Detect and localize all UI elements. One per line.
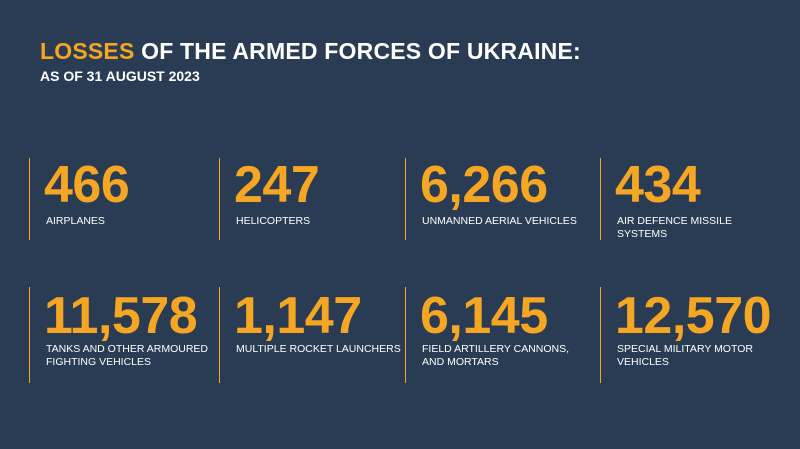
stat-tanks: 11,578 TANKS AND OTHER ARMOURED FIGHTING…	[29, 287, 209, 383]
stat-label-line1: UNMANNED AERIAL VEHICLES	[422, 215, 577, 227]
page-title: LOSSES OF THE ARMED FORCES OF UKRAINE:	[40, 38, 581, 65]
stat-label-line1: TANKS AND OTHER ARMOURED	[46, 343, 208, 355]
stat-value: 6,145	[420, 287, 548, 345]
stat-mlrs: 1,147 MULTIPLE ROCKET LAUNCHERS	[219, 287, 401, 383]
stat-label-line2: SYSTEMS	[617, 228, 668, 240]
stat-helicopters: 247 HELICOPTERS	[219, 158, 399, 240]
stat-label: UNMANNED AERIAL VEHICLES	[422, 215, 577, 228]
stat-label: AIR DEFENCE MISSILE SYSTEMS	[617, 215, 732, 241]
stat-air-defence: 434 AIR DEFENCE MISSILE SYSTEMS	[600, 158, 790, 240]
stat-label-line1: AIRPLANES	[46, 215, 105, 227]
stat-value: 466	[44, 156, 130, 214]
stat-label-line2: VEHICLES	[617, 356, 669, 368]
stat-label: SPECIAL MILITARY MOTOR VEHICLES	[617, 343, 753, 369]
stat-label-line2: FIGHTING VEHICLES	[46, 356, 152, 368]
stat-artillery: 6,145 FIELD ARTILLERY CANNONS, AND MORTA…	[405, 287, 585, 383]
stat-label-line1: FIELD ARTILLERY CANNONS,	[422, 343, 570, 355]
stat-value: 434	[615, 156, 701, 214]
stat-label: HELICOPTERS	[236, 215, 310, 228]
stat-airplanes: 466 AIRPLANES	[29, 158, 209, 240]
stat-label-line1: AIR DEFENCE MISSILE	[617, 215, 732, 227]
stat-label-line1: HELICOPTERS	[236, 215, 311, 227]
stat-uavs: 6,266 UNMANNED AERIAL VEHICLES	[405, 158, 585, 240]
stat-label: FIELD ARTILLERY CANNONS, AND MORTARS	[422, 343, 569, 369]
stat-value: 6,266	[420, 156, 548, 214]
stat-label: TANKS AND OTHER ARMOURED FIGHTING VEHICL…	[46, 343, 208, 369]
stat-label: MULTIPLE ROCKET LAUNCHERS	[236, 343, 401, 356]
stat-value: 1,147	[234, 287, 362, 345]
stat-label-line2: AND MORTARS	[422, 356, 499, 368]
stat-value: 247	[234, 156, 320, 214]
stat-value: 11,578	[44, 287, 198, 345]
stat-label-line1: SPECIAL MILITARY MOTOR	[617, 343, 753, 355]
title-accent: LOSSES	[40, 38, 135, 64]
stat-value: 12,570	[615, 287, 772, 345]
stat-label-line1: MULTIPLE ROCKET LAUNCHERS	[236, 343, 401, 355]
page-subtitle: AS OF 31 AUGUST 2023	[40, 68, 200, 84]
stat-motor-vehicles: 12,570 SPECIAL MILITARY MOTOR VEHICLES	[600, 287, 790, 383]
title-rest: OF THE ARMED FORCES OF UKRAINE:	[134, 38, 581, 64]
stat-label: AIRPLANES	[46, 215, 105, 228]
